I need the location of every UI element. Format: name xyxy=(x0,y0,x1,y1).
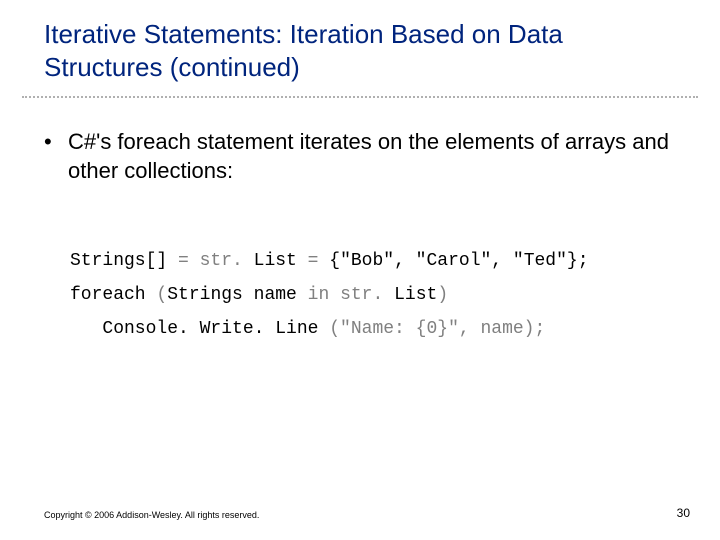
code-l2d: in str. xyxy=(308,285,384,305)
code-l1b: = str. xyxy=(178,251,243,271)
slide-title: Iterative Statements: Iteration Based on… xyxy=(44,18,680,83)
copyright-text: Copyright © 2006 Addison-Wesley. All rig… xyxy=(44,510,259,520)
code-l2b: ( xyxy=(156,285,167,305)
title-separator xyxy=(22,96,698,98)
bullet-item: • C#'s foreach statement iterates on the… xyxy=(44,128,680,185)
bullet-marker: • xyxy=(44,128,68,185)
code-l3b: Line xyxy=(264,319,329,339)
bullet-text: C#'s foreach statement iterates on the e… xyxy=(68,128,680,185)
code-l1d: = xyxy=(308,251,330,271)
code-l1a: Strings[] xyxy=(70,251,178,271)
code-block: Strings[] = str. List = {"Bob", "Carol",… xyxy=(70,244,680,347)
code-l2f: ) xyxy=(437,285,448,305)
code-l1c: List xyxy=(243,251,308,271)
code-l2c: Strings name xyxy=(167,285,307,305)
code-l2a: foreach xyxy=(70,285,156,305)
slide: Iterative Statements: Iteration Based on… xyxy=(0,0,720,540)
page-number: 30 xyxy=(677,506,690,520)
code-l2e: List xyxy=(383,285,437,305)
code-l1e: {"Bob", "Carol", "Ted"}; xyxy=(329,251,588,271)
code-l3c: ("Name: {0}", name); xyxy=(329,319,545,339)
code-l3a: Console. Write. xyxy=(70,319,264,339)
